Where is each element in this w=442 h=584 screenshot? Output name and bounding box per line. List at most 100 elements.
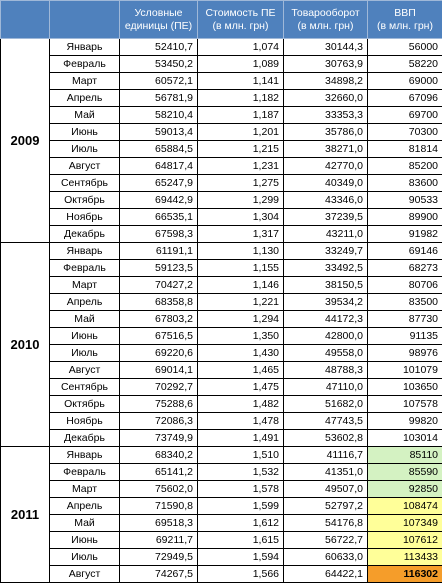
table-row: Декабрь 67598,3 1,317 43211,0 91982 (1, 225, 442, 243)
table-row: Октябрь 69442,9 1,299 43346,0 90533 (1, 191, 442, 209)
units-cell: 66535,1 (119, 208, 198, 226)
gdp-cell: 92850 (367, 480, 442, 498)
month-cell: Сентябрь (49, 378, 120, 396)
units-cell: 58210,4 (119, 106, 198, 124)
table-row: Июль 72949,5 1,594 60633,0 113433 (1, 548, 442, 566)
gdp-cell: 85110 (367, 446, 442, 464)
units-cell: 53450,2 (119, 55, 198, 73)
table-row: Ноябрь 72086,3 1,478 47743,5 99820 (1, 412, 442, 430)
turnover-cell: 34898,2 (283, 72, 368, 90)
month-cell: Сентябрь (49, 174, 120, 192)
header-pe-cost-line1: Стоимость ПЕ (205, 7, 276, 20)
units-cell: 59013,4 (119, 123, 198, 141)
table-row: Декабрь 73749,9 1,491 53602,8 103014 (1, 429, 442, 447)
month-cell: Январь (49, 446, 120, 464)
pe-cost-cell: 1,566 (197, 565, 284, 583)
table-row: Июль 65884,5 1,215 38271,0 81814 (1, 140, 442, 158)
table-body: 2009 Январь 52410,7 1,074 30144,3 56000 Феврал… (0, 38, 442, 583)
turnover-cell: 41116,7 (283, 446, 368, 464)
month-cell: Май (49, 106, 120, 124)
gdp-cell: 101079 (367, 361, 442, 379)
table-row: Ноябрь 66535,1 1,304 37239,5 89900 (1, 208, 442, 226)
header-gdp: ВВП (в млн. грн) (367, 0, 442, 39)
gdp-cell: 85590 (367, 463, 442, 481)
turnover-cell: 42770,0 (283, 157, 368, 175)
gdp-cell: 69146 (367, 242, 442, 260)
turnover-cell: 43211,0 (283, 225, 368, 243)
units-cell: 65141,2 (119, 463, 198, 481)
units-cell: 67803,2 (119, 310, 198, 328)
units-cell: 65884,5 (119, 140, 198, 158)
pe-cost-cell: 1,578 (197, 480, 284, 498)
units-cell: 71590,8 (119, 497, 198, 515)
header-turnover: Товарооборот (в млн. грн) (283, 0, 368, 39)
table-row: Апрель 68358,8 1,221 39534,2 83500 (1, 293, 442, 311)
pe-cost-cell: 1,510 (197, 446, 284, 464)
units-cell: 60572,1 (119, 72, 198, 90)
table-row: Сентябрь 70292,7 1,475 47110,0 103650 (1, 378, 442, 396)
units-cell: 72086,3 (119, 412, 198, 430)
month-cell: Август (49, 157, 120, 175)
turnover-cell: 48788,3 (283, 361, 368, 379)
pe-cost-cell: 1,141 (197, 72, 284, 90)
table-row: Март 60572,1 1,141 34898,2 69000 (1, 72, 442, 90)
turnover-cell: 53602,8 (283, 429, 368, 447)
units-cell: 59123,5 (119, 259, 198, 277)
table-row: 2010 Январь 61191,1 1,130 33249,7 69146 (0, 242, 442, 447)
pe-cost-cell: 1,465 (197, 361, 284, 379)
gdp-cell: 103014 (367, 429, 442, 447)
header-pe-cost: Стоимость ПЕ (в млн. грн) (197, 0, 284, 39)
turnover-cell: 39534,2 (283, 293, 368, 311)
table-row: Февраль 59123,5 1,155 33492,5 68273 (1, 259, 442, 277)
gdp-cell: 113433 (367, 548, 442, 566)
gdp-cell: 85200 (367, 157, 442, 175)
gdp-cell: 67096 (367, 89, 442, 107)
table-row: Февраль 53450,2 1,089 30763,9 58220 (1, 55, 442, 73)
table-row: 2011 Январь 68340,2 1,510 41116,7 85110 (0, 446, 442, 583)
month-cell: Апрель (49, 497, 120, 515)
gdp-cell: 81814 (367, 140, 442, 158)
units-cell: 74267,5 (119, 565, 198, 583)
pe-cost-cell: 1,475 (197, 378, 284, 396)
units-cell: 69211,7 (119, 531, 198, 549)
pe-cost-cell: 1,478 (197, 412, 284, 430)
turnover-cell: 60633,0 (283, 548, 368, 566)
header-units-line1: Условные (134, 7, 183, 20)
month-cell: Июль (49, 548, 120, 566)
pe-cost-cell: 1,155 (197, 259, 284, 277)
pe-cost-cell: 1,130 (197, 242, 284, 260)
units-cell: 69442,9 (119, 191, 198, 209)
units-cell: 69220,6 (119, 344, 198, 362)
table-row: Май 58210,4 1,187 33353,3 69700 (1, 106, 442, 124)
header-turnover-line2: (в млн. грн) (297, 19, 354, 32)
table-row: Апрель 56781,9 1,182 32660,0 67096 (1, 89, 442, 107)
month-cell: Январь (49, 38, 120, 56)
month-cell: Июнь (49, 327, 120, 345)
pe-cost-cell: 1,215 (197, 140, 284, 158)
table-row: Февраль 65141,2 1,532 41351,0 85590 (1, 463, 442, 481)
units-cell: 69518,3 (119, 514, 198, 532)
header-units-line2: единицы (ПЕ) (124, 19, 193, 32)
gdp-cell: 83600 (367, 174, 442, 192)
units-cell: 68340,2 (119, 446, 198, 464)
turnover-cell: 33353,3 (283, 106, 368, 124)
pe-cost-cell: 1,532 (197, 463, 284, 481)
table-row: 2009 Январь 52410,7 1,074 30144,3 56000 (0, 38, 442, 243)
month-cell: Декабрь (49, 429, 120, 447)
gdp-cell: 107349 (367, 514, 442, 532)
units-cell: 61191,1 (119, 242, 198, 260)
gdp-cell: 108474 (367, 497, 442, 515)
header-row: Условные единицы (ПЕ) Стоимость ПЕ (в мл… (0, 0, 442, 39)
units-cell: 73749,9 (119, 429, 198, 447)
turnover-cell: 38271,0 (283, 140, 368, 158)
units-cell: 75288,6 (119, 395, 198, 413)
gdp-cell: 90533 (367, 191, 442, 209)
turnover-cell: 47110,0 (283, 378, 368, 396)
table-row: Август 74267,5 1,566 64422,1 116302 (1, 565, 442, 583)
pe-cost-cell: 1,275 (197, 174, 284, 192)
gdp-cell: 91982 (367, 225, 442, 243)
pe-cost-cell: 1,182 (197, 89, 284, 107)
units-cell: 70427,2 (119, 276, 198, 294)
gdp-cell: 107612 (367, 531, 442, 549)
